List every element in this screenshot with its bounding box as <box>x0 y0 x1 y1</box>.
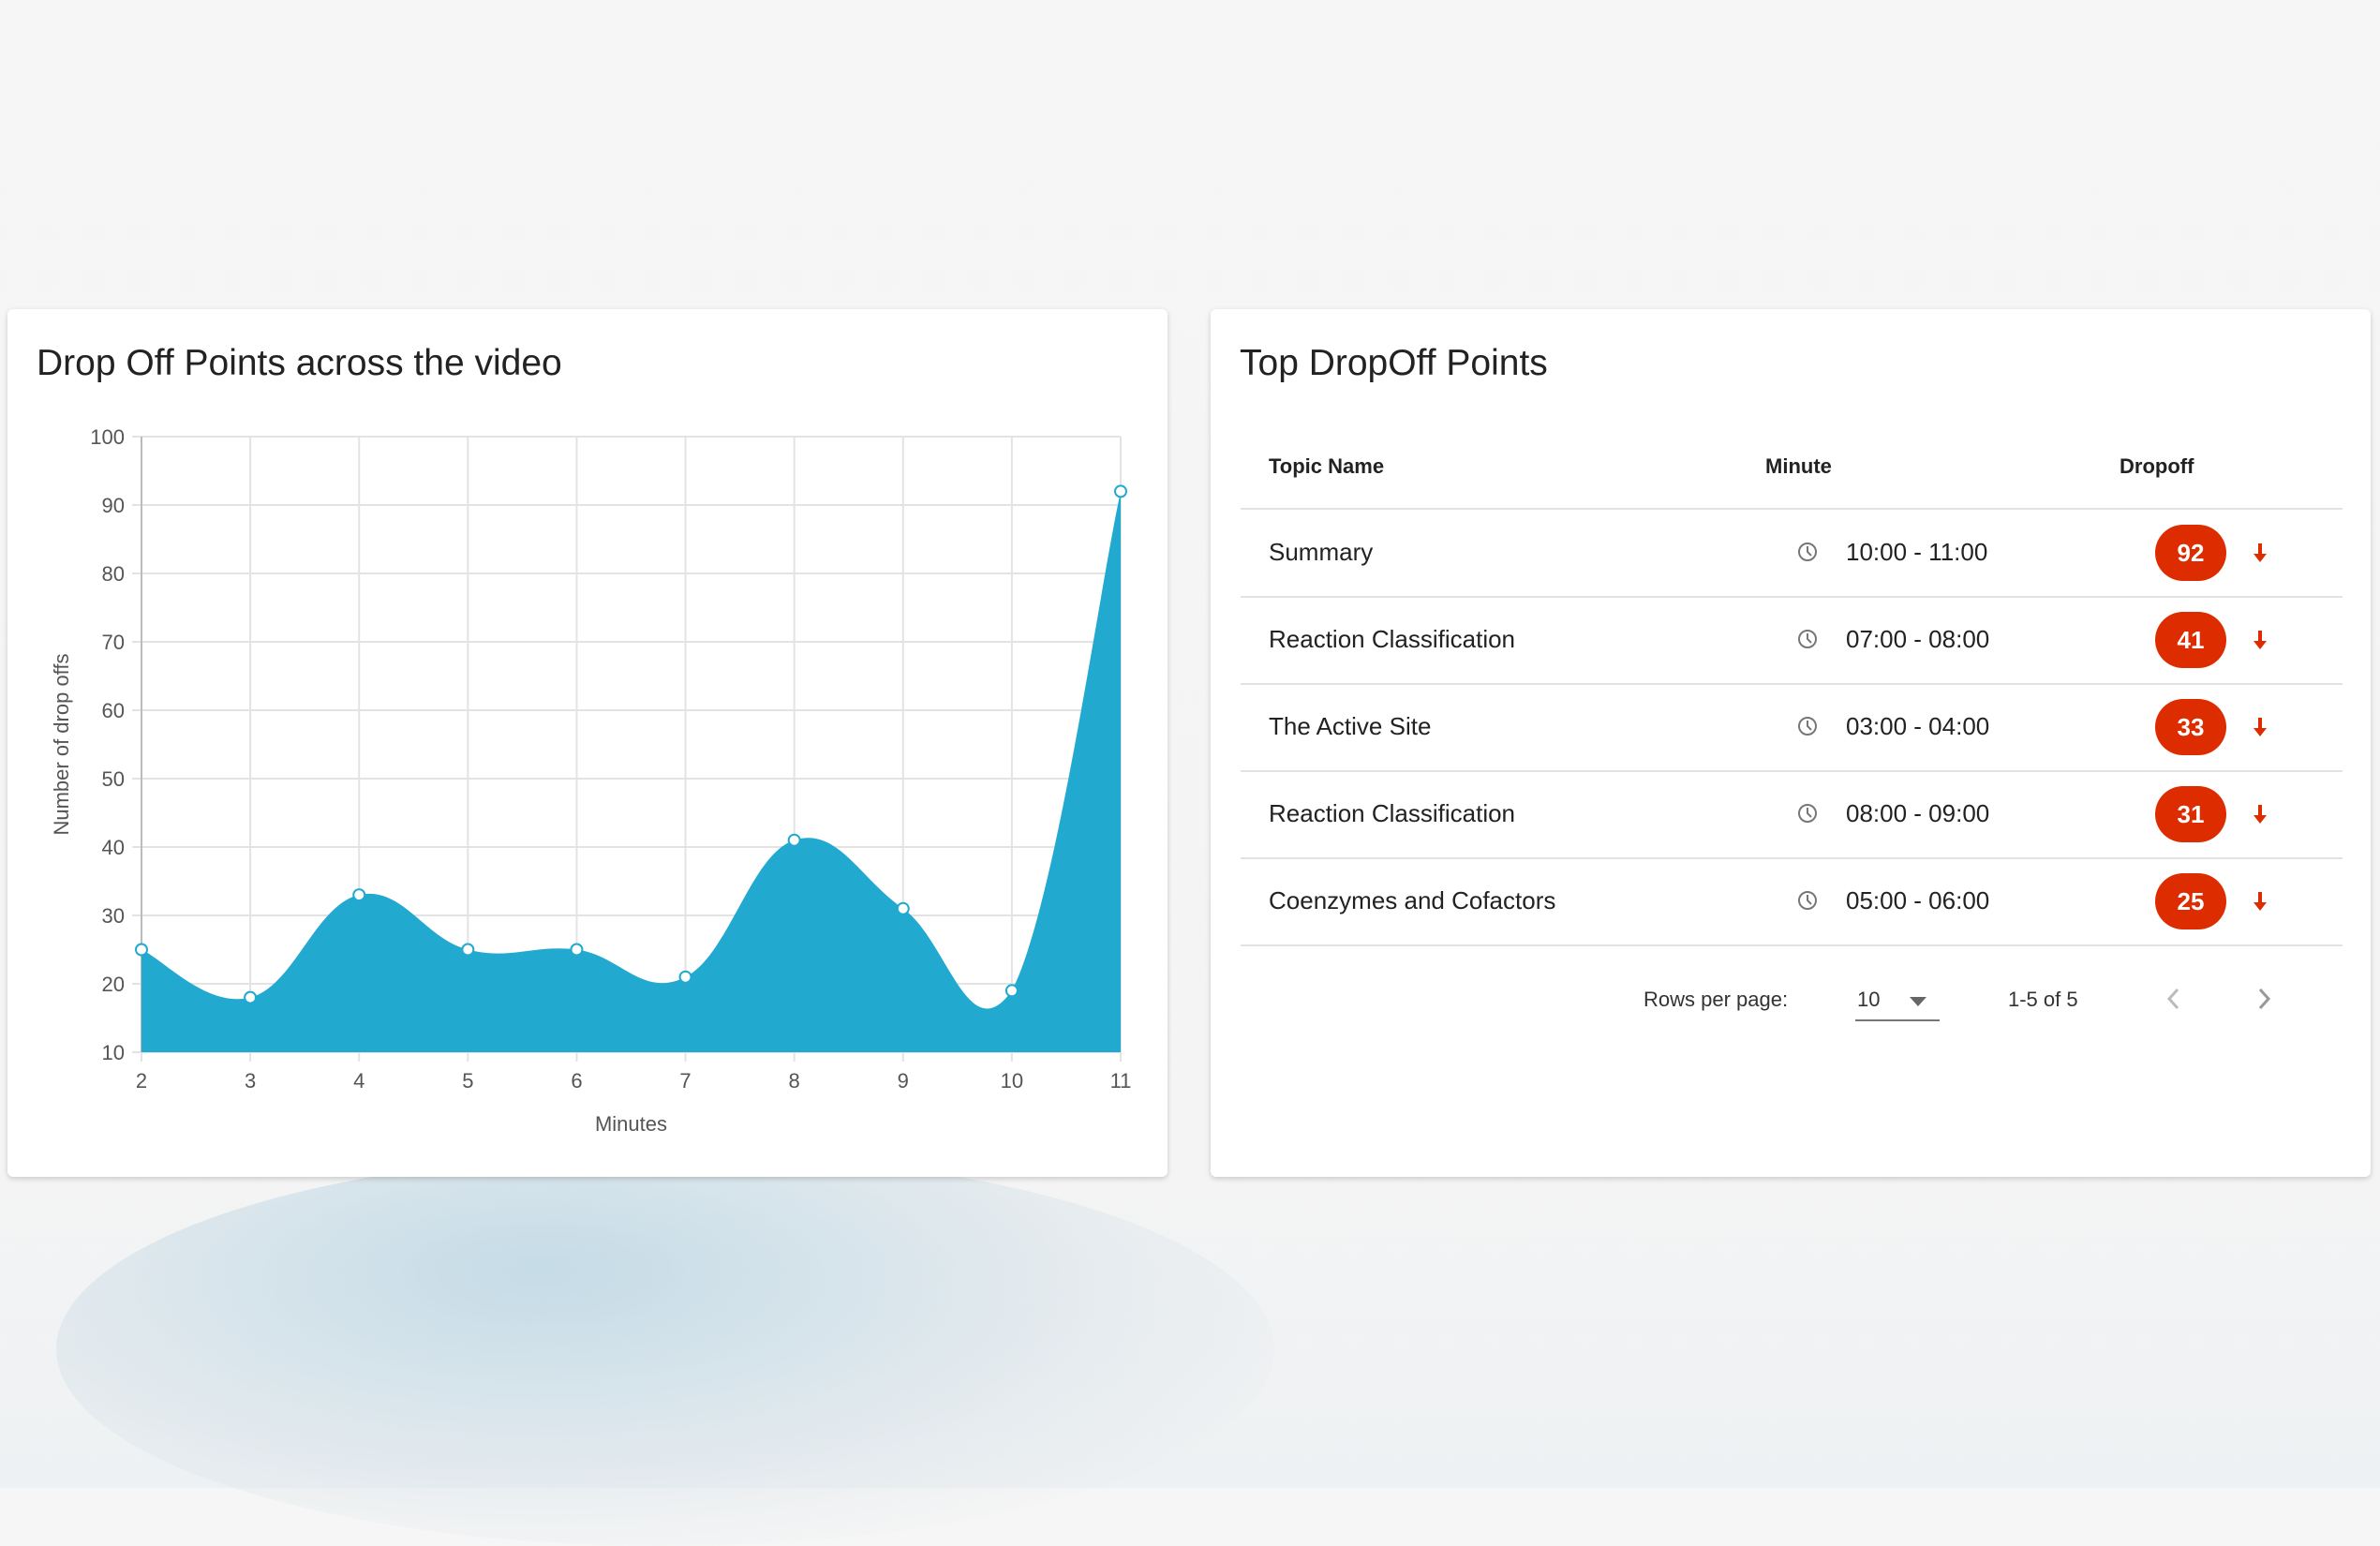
data-point <box>135 943 148 957</box>
clock-icon <box>1798 543 1817 561</box>
y-tick-label: 50 <box>102 767 125 791</box>
x-tick-label: 9 <box>898 1069 909 1093</box>
drop-off-chart: 10 20 30 40 50 60 70 80 90 100 2 3 4 5 6 7 8 9 10 11 Minutes… <box>50 425 1132 1136</box>
x-tick-label: 6 <box>571 1069 582 1093</box>
x-tick-label: 4 <box>353 1069 364 1093</box>
data-point <box>570 943 584 957</box>
dropoff-badge: 31 <box>2155 786 2226 842</box>
x-axis-label: Minutes <box>595 1112 667 1136</box>
chart-title: Drop Off Points across the video <box>37 343 562 383</box>
next-page-icon[interactable] <box>2254 986 2273 1012</box>
table-row[interactable]: The Active Site 03:00 - 04:00 33 <box>1241 684 2343 772</box>
area-fill <box>141 491 1121 1052</box>
x-tick-label: 8 <box>789 1069 800 1093</box>
x-tick-label: 2 <box>136 1069 147 1093</box>
minute-range: 05:00 - 06:00 <box>1846 886 1990 914</box>
y-tick-label: 20 <box>102 973 125 996</box>
minute-range: 08:00 - 09:00 <box>1846 799 1990 827</box>
y-axis-label: Number of drop offs <box>50 653 73 835</box>
clock-icon <box>1798 891 1817 910</box>
minute-range: 03:00 - 04:00 <box>1846 712 1990 740</box>
header-dropoff[interactable]: Dropoff <box>2120 454 2194 478</box>
y-tick-label: 10 <box>102 1041 125 1064</box>
x-tick-label: 11 <box>1110 1069 1132 1093</box>
y-tick-label: 60 <box>102 699 125 722</box>
topic-name: Reaction Classification <box>1269 799 1516 827</box>
data-point <box>461 943 475 957</box>
data-point <box>1004 984 1019 998</box>
table-row[interactable]: Summary 10:00 - 11:00 92 <box>1241 510 2343 598</box>
y-tick-label: 80 <box>102 562 125 586</box>
data-point <box>896 901 910 915</box>
rows-per-page-value: 10 <box>1857 988 1881 1011</box>
header-minute[interactable]: Minute <box>1765 454 1832 478</box>
clock-icon <box>1798 804 1817 823</box>
dropoff-badge: 92 <box>2155 525 2226 581</box>
chart-card: Drop Off Points across the video 10 20 30 4… <box>7 309 1168 1177</box>
minute-range: 10:00 - 11:00 <box>1846 538 1988 566</box>
x-tick-label: 3 <box>245 1069 256 1093</box>
arrow-down-icon <box>2254 631 2267 649</box>
rows-per-page-select[interactable]: 10 <box>1855 974 1940 1021</box>
clock-icon <box>1798 717 1817 736</box>
dropoff-badge: 33 <box>2155 699 2226 755</box>
rows-per-page-label: Rows per page: <box>1644 988 1789 1011</box>
page-range: 1-5 of 5 <box>2008 988 2078 1011</box>
background-blur <box>56 1152 1274 1546</box>
data-point <box>787 833 801 847</box>
y-tick-label: 90 <box>102 494 125 517</box>
table-row[interactable]: Coenzymes and Cofactors 05:00 - 06:00 25 <box>1241 858 2343 946</box>
x-tick-label: 10 <box>1001 1069 1023 1093</box>
header-divider <box>1241 508 2343 510</box>
topic-name: The Active Site <box>1269 712 1432 740</box>
data-point <box>1114 484 1127 498</box>
y-tick-label: 100 <box>90 425 125 449</box>
x-tick-label: 7 <box>679 1069 691 1093</box>
data-point <box>352 888 366 902</box>
y-tick-label: 30 <box>102 904 125 928</box>
minute-range: 07:00 - 08:00 <box>1846 625 1990 653</box>
prev-page-icon[interactable] <box>2164 986 2183 1012</box>
table-row[interactable]: Reaction Classification 07:00 - 08:00 41 <box>1241 597 2343 685</box>
dropoff-badge: 25 <box>2155 873 2226 929</box>
table-row[interactable]: Reaction Classification 08:00 - 09:00 31 <box>1241 771 2343 859</box>
x-tick-label: 5 <box>462 1069 473 1093</box>
y-tick-label: 70 <box>102 631 125 654</box>
y-tick-label: 40 <box>102 836 125 859</box>
arrow-down-icon <box>2254 892 2267 911</box>
caret-down-icon <box>1910 997 1926 1006</box>
clock-icon <box>1798 630 1817 648</box>
arrow-down-icon <box>2254 805 2267 824</box>
table-title: Top DropOff Points <box>1240 343 1548 383</box>
topic-name: Coenzymes and Cofactors <box>1269 886 1556 914</box>
topic-name: Summary <box>1269 538 1374 566</box>
table-card: Top DropOff Points Topic Name Minute Dro… <box>1211 309 2371 1177</box>
header-topic[interactable]: Topic Name <box>1269 454 1385 478</box>
data-point <box>244 990 258 1004</box>
data-point <box>678 970 692 984</box>
topic-name: Reaction Classification <box>1269 625 1516 653</box>
arrow-down-icon <box>2254 718 2267 736</box>
dropoff-badge: 41 <box>2155 612 2226 668</box>
arrow-down-icon <box>2254 543 2267 562</box>
